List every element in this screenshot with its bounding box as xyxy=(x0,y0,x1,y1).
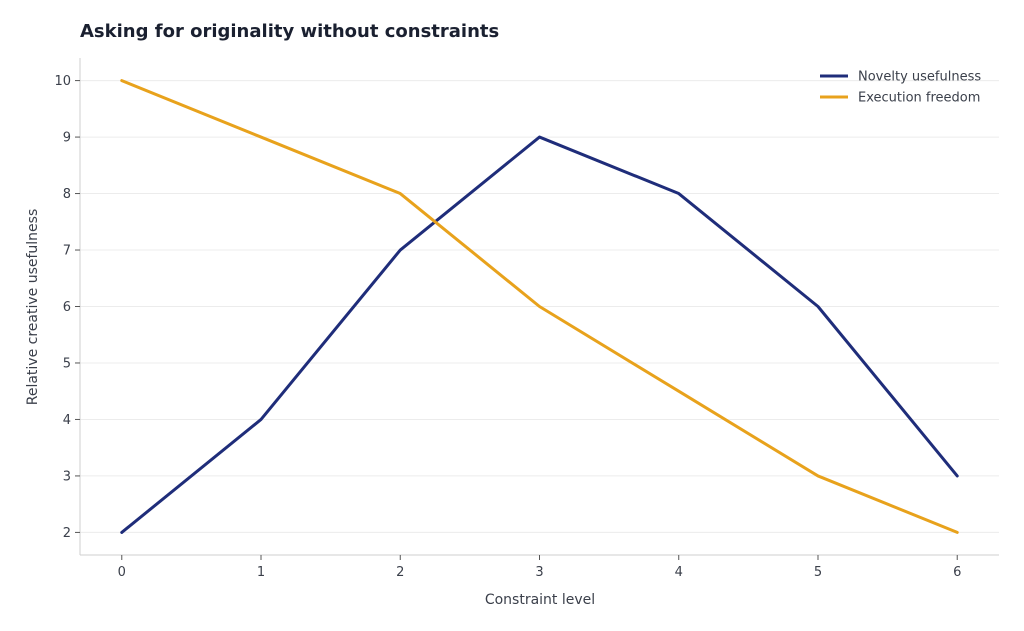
chart-title: Asking for originality without constrain… xyxy=(80,21,500,42)
y-tick-label: 4 xyxy=(63,413,71,428)
y-tick-label: 8 xyxy=(63,187,71,202)
y-axis-label: Relative creative usefulness xyxy=(25,209,41,406)
x-tick-label: 2 xyxy=(396,565,404,580)
y-tick-label: 10 xyxy=(54,74,71,89)
series-line-novelty-usefulness xyxy=(120,135,959,534)
series-lines xyxy=(120,79,959,534)
y-tick-label: 6 xyxy=(63,300,71,315)
y-tick-label: 7 xyxy=(63,244,71,259)
x-tick-label: 5 xyxy=(814,565,822,580)
x-tick-label: 6 xyxy=(953,565,961,580)
x-tick-label: 1 xyxy=(257,565,265,580)
series-line-execution-freedom xyxy=(120,79,959,534)
y-tick-label: 3 xyxy=(63,469,71,484)
y-tick-label: 9 xyxy=(63,131,71,146)
y-tick-label: 5 xyxy=(63,356,71,371)
x-axis-ticks: 0 1 2 3 4 5 6 xyxy=(118,555,961,580)
y-tick-label: 2 xyxy=(63,526,71,541)
legend: Novelty usefulness Execution freedom xyxy=(820,70,981,106)
x-tick-label: 4 xyxy=(675,565,683,580)
x-tick-label: 0 xyxy=(118,565,126,580)
legend-label: Execution freedom xyxy=(858,91,980,106)
x-axis-label: Constraint level xyxy=(485,592,595,608)
legend-label: Novelty usefulness xyxy=(858,70,981,85)
x-tick-label: 3 xyxy=(535,565,543,580)
y-axis-ticks: 2 3 4 5 6 7 8 9 10 xyxy=(54,74,80,541)
